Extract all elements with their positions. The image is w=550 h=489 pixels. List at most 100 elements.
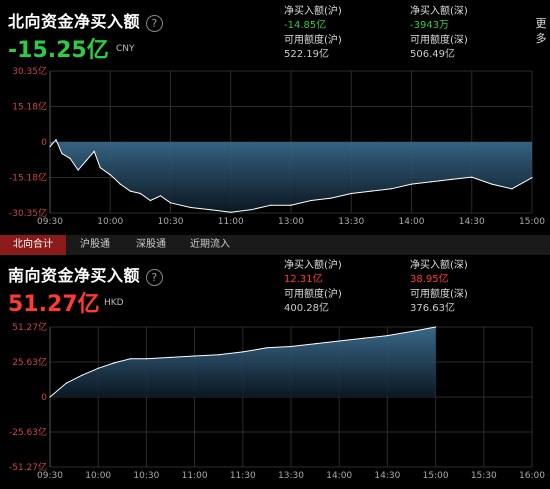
- x-tick-label: 09:30: [37, 471, 63, 481]
- data-point: [290, 345, 292, 348]
- south-help-icon[interactable]: ?: [146, 269, 164, 286]
- x-tick-label: 13:00: [278, 217, 304, 227]
- north-title: 北向资金净买入额: [8, 12, 141, 31]
- data-point: [266, 347, 268, 349]
- south-net-sz-value: 38.95亿: [410, 274, 449, 285]
- data-point: [169, 356, 172, 358]
- data-point: [250, 209, 252, 211]
- south-net-value: 51.27亿: [8, 292, 100, 317]
- data-point: [290, 204, 292, 206]
- south-net-sz-label: 净买入额(深): [410, 260, 468, 271]
- x-tick-label: 13:30: [278, 471, 304, 481]
- series-area: [50, 139, 532, 213]
- data-point: [531, 177, 533, 179]
- x-tick-label: 11:00: [218, 217, 244, 227]
- data-point: [129, 190, 131, 192]
- x-tick-label: 14:30: [459, 217, 485, 227]
- data-point: [61, 153, 63, 155]
- data-point: [362, 337, 364, 339]
- y-tick-label: 30.35亿: [12, 65, 47, 77]
- x-tick-label: 14:00: [399, 217, 425, 227]
- y-tick-label: 0: [41, 393, 47, 403]
- data-point: [386, 335, 388, 337]
- north-quota-sz-value: 506.49亿: [410, 49, 455, 60]
- tab-recent-inflow[interactable]: 近期流入: [190, 239, 230, 250]
- data-point: [330, 197, 332, 199]
- series-area: [50, 327, 436, 397]
- data-point: [119, 183, 121, 185]
- tab-bar: 北向合计 沪股通 深股通 近期流入: [0, 235, 550, 255]
- x-tick-label: 16:00: [519, 471, 545, 481]
- data-point: [194, 355, 196, 357]
- x-tick-label: 10:30: [133, 471, 159, 481]
- data-point: [471, 176, 473, 178]
- data-point: [310, 199, 312, 202]
- data-point: [270, 204, 272, 206]
- south-net-sh-value: 12.31亿: [284, 274, 323, 285]
- data-point: [109, 174, 111, 176]
- y-tick-label: 25.63亿: [12, 356, 47, 368]
- data-point: [410, 183, 413, 185]
- data-point: [410, 330, 413, 333]
- x-tick-label: 14:30: [374, 471, 400, 481]
- north-net-sh-label: 净买入额(沪): [284, 6, 342, 17]
- more-button[interactable]: 更多: [535, 17, 547, 45]
- north-net-sh-value: -14.85亿: [284, 20, 327, 31]
- data-point: [242, 351, 244, 353]
- data-point: [350, 192, 352, 195]
- north-quota-sh-label: 可用额度(沪): [284, 35, 342, 46]
- data-point: [190, 206, 192, 209]
- data-point: [99, 167, 101, 169]
- data-point: [65, 382, 67, 384]
- x-tick-label: 10:00: [97, 217, 123, 227]
- data-point: [338, 340, 340, 342]
- south-currency: HKD: [104, 298, 124, 308]
- data-point: [169, 202, 172, 204]
- data-point: [49, 396, 51, 398]
- north-net-sz-value: -3943万: [410, 20, 450, 31]
- x-tick-label: 09:30: [37, 217, 63, 227]
- y-tick-label: 51.27亿: [12, 321, 47, 333]
- data-point: [230, 211, 232, 213]
- north-quota-sh-value: 522.19亿: [284, 49, 329, 60]
- tab-north-total[interactable]: 北向合计: [0, 235, 66, 255]
- x-tick-label: 13:30: [338, 217, 364, 227]
- south-net-sh-label: 净买入额(沪): [284, 260, 342, 271]
- data-point: [491, 183, 493, 185]
- south-quota-sh-value: 400.28亿: [284, 303, 329, 314]
- south-quota-sh-label: 可用额度(沪): [284, 289, 342, 300]
- x-tick-label: 15:00: [519, 217, 545, 227]
- x-tick-label: 14:00: [326, 471, 352, 481]
- data-point: [511, 188, 513, 190]
- data-point: [139, 192, 141, 195]
- data-point: [159, 195, 162, 197]
- data-point: [129, 358, 131, 360]
- north-help-icon[interactable]: ?: [146, 15, 164, 32]
- data-point: [149, 199, 151, 202]
- data-point: [55, 139, 57, 141]
- y-tick-label: -30.35亿: [9, 207, 47, 219]
- tab-sh-connect[interactable]: 沪股通: [80, 239, 110, 250]
- data-point: [77, 169, 79, 171]
- data-point: [390, 188, 392, 190]
- x-tick-label: 10:00: [85, 471, 111, 481]
- north-net-sz-label: 净买入额(深): [410, 6, 468, 17]
- x-tick-label: 11:30: [230, 471, 256, 481]
- tab-sz-connect[interactable]: 深股通: [136, 239, 166, 250]
- south-title: 南向资金净买入额: [8, 266, 141, 285]
- north-title-row: 北向资金净买入额 ?: [8, 8, 164, 32]
- y-tick-label: -51.27亿: [9, 461, 47, 473]
- x-tick-label: 10:30: [158, 217, 184, 227]
- y-tick-label: -15.18亿: [9, 172, 47, 184]
- data-point: [93, 150, 95, 152]
- data-point: [218, 354, 220, 356]
- south-quota-sz-value: 376.63亿: [410, 303, 455, 314]
- data-point: [49, 146, 51, 148]
- data-point: [451, 178, 453, 180]
- x-tick-label: 15:30: [471, 471, 497, 481]
- y-tick-label: 15.18亿: [12, 101, 47, 113]
- data-point: [210, 209, 212, 211]
- data-point: [85, 160, 87, 162]
